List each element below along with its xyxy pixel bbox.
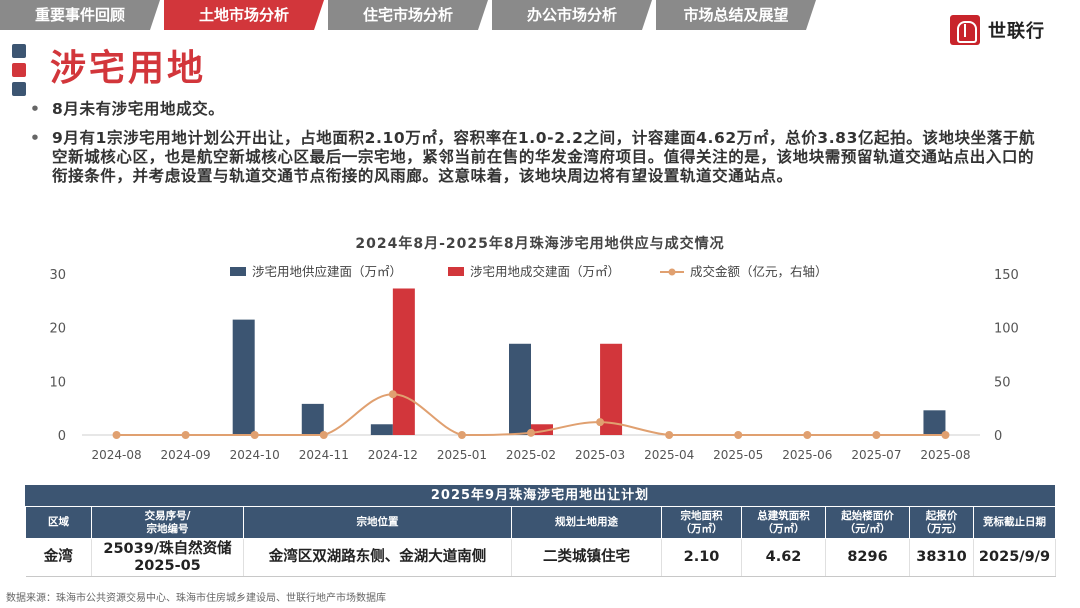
table-title: 2025年9月珠海涉宅用地出让计划	[25, 485, 1055, 506]
x-tick-label: 2025-06	[782, 448, 832, 462]
x-tick-label: 2025-08	[920, 448, 970, 462]
logo-icon	[950, 15, 980, 45]
table-body: 金湾 25039/珠自然资储 2025-05 金湾区双湖路东侧、金湖大道南侧 二类城镇住…	[25, 538, 1056, 577]
x-tick-label: 2024-08	[91, 448, 141, 462]
deal-amount-point	[457, 431, 466, 439]
logo-text: 世联行	[988, 21, 1045, 42]
table-header-cell: 竞标截止日期	[973, 506, 1056, 539]
table-header-cell: 宗地面积 （万㎡）	[661, 506, 742, 539]
table-row: 金湾 25039/珠自然资储 2025-05 金湾区双湖路东侧、金湖大道南侧 二类城镇住…	[25, 538, 1056, 577]
table-header-cell: 交易序号/宗地编号	[91, 506, 244, 539]
y-left-tick-label: 10	[49, 375, 66, 390]
x-tick-label: 2025-04	[644, 448, 694, 462]
table-header-cell: 区域	[25, 506, 92, 539]
x-tick-label: 2025-03	[575, 448, 625, 462]
bar-supply	[509, 343, 531, 435]
table-header-row: 区域 交易序号/宗地编号 宗地位置 规划土地用途 宗地面积 （万㎡） 总建筑面积 （万㎡） 起始…	[25, 506, 1056, 539]
y-right-tick-label: 50	[994, 375, 1011, 390]
x-tick-label: 2024-12	[368, 448, 418, 462]
bar-supply	[301, 403, 324, 435]
bar-deal	[531, 424, 553, 435]
page-title: 涉宅用地	[50, 48, 207, 89]
deal-amount-point	[319, 431, 328, 439]
x-tick-label: 2025-01	[437, 448, 487, 462]
x-tick-label: 2025-07	[851, 448, 901, 462]
table-cell: 38310	[909, 538, 974, 577]
top-nav: 重要事件回顾 土地市场分析 住宅市场分析 办公市场分析 市场总结及展望	[0, 0, 830, 30]
table-cell: 4.62	[741, 538, 826, 577]
y-left-tick-label: 20	[49, 322, 66, 337]
bullet-item: 9月有1宗涉宅用地计划公开出让，占地面积2.10万㎡，容积率在1.0-2.2之间…	[30, 129, 1050, 186]
bullet-item: 8月未有涉宅用地成交。	[30, 100, 1050, 119]
y-left-tick-label: 30	[49, 268, 66, 283]
table-cell: 2.10	[661, 538, 742, 577]
deal-amount-point	[872, 431, 881, 439]
table-header-cell: 规划土地用途	[511, 506, 662, 539]
bar-supply	[923, 410, 946, 435]
x-tick-label: 2025-05	[713, 448, 763, 462]
table-header-cell: 起始楼面价 （元/㎡）	[825, 506, 910, 539]
land-plan-table: 2025年9月珠海涉宅用地出让计划 区域 交易序号/宗地编号 宗地位置 规划土地用途宗…	[25, 485, 1056, 577]
deal-amount-point	[665, 431, 674, 439]
x-tick-label: 2024-10	[230, 448, 280, 462]
table-cell: 金湾	[25, 538, 92, 577]
deal-amount-point	[388, 390, 397, 399]
legend-amount-marker	[668, 268, 676, 276]
summary-bullets: 8月未有涉宅用地成交。 9月有1宗涉宅用地计划公开出让，占地面积2.10万㎡，容…	[30, 100, 1050, 196]
deal-amount-point	[527, 428, 535, 437]
data-source-note: 数据来源：珠海市公共资源交易中心、珠海市住房城乡建设局、世联行地产市场数据库	[6, 593, 386, 604]
table-header-cell: 总建筑面积 （万㎡）	[741, 506, 826, 539]
marker-square-icon	[12, 82, 26, 96]
supply-deal-chart: 0 10 20 30 0 50 100 150 2024-08 2024-09 2024-10 202…	[49, 264, 1019, 462]
legend-supply-swatch	[230, 267, 246, 276]
tab-land-market[interactable]: 土地市场分析	[164, 0, 324, 30]
table-header-cell: 起报价 （万元）	[909, 506, 974, 539]
deal-amount-point	[181, 431, 190, 439]
brand-logo: 世联行	[950, 12, 1045, 48]
y-right-tick-label: 100	[994, 322, 1019, 337]
tab-office-market[interactable]: 办公市场分析	[492, 0, 652, 30]
bar-supply	[232, 319, 255, 435]
deal-amount-point	[112, 431, 121, 439]
table-cell: 8296	[825, 538, 910, 577]
y-right-tick-label: 0	[994, 429, 1002, 444]
table-cell: 金湾区双湖路东侧、金湖大道南侧	[243, 538, 512, 577]
chart-title: 2024年8月-2025年8月珠海涉宅用地供应与成交情况	[355, 236, 725, 252]
bar-supply	[370, 424, 393, 435]
x-tick-label: 2025-02	[506, 448, 556, 462]
deal-amount-point	[941, 431, 950, 439]
tab-events-review[interactable]: 重要事件回顾	[0, 0, 160, 30]
legend-amount-label: 成交金额（亿元，右轴）	[690, 264, 828, 279]
bar-deal	[600, 343, 623, 435]
y-right-tick-label: 150	[994, 268, 1019, 283]
tab-summary-outlook[interactable]: 市场总结及展望	[656, 0, 816, 30]
table-cell: 二类城镇住宅	[511, 538, 662, 577]
x-tick-label: 2024-09	[161, 448, 211, 462]
deal-amount-point	[803, 431, 812, 439]
table-cell: 25039/珠自然资储 2025-05	[91, 538, 244, 577]
marker-square-icon	[12, 63, 26, 77]
table-cell: 2025/9/9	[973, 538, 1056, 577]
title-marker	[12, 44, 26, 101]
deal-amount-point	[250, 431, 259, 439]
table-header-cell: 宗地位置	[243, 506, 512, 539]
legend-supply-label: 涉宅用地供应建面（万㎡）	[252, 264, 402, 279]
deal-amount-point	[596, 418, 605, 427]
tab-residential-market[interactable]: 住宅市场分析	[328, 0, 488, 30]
legend-deal-label: 涉宅用地成交建面（万㎡）	[470, 264, 620, 279]
y-left-tick-label: 0	[58, 429, 66, 444]
x-tick-label: 2024-11	[299, 448, 349, 462]
legend-deal-swatch	[448, 267, 464, 276]
bar-deal	[392, 288, 415, 435]
deal-amount-point	[734, 431, 743, 439]
marker-square-icon	[12, 44, 26, 58]
